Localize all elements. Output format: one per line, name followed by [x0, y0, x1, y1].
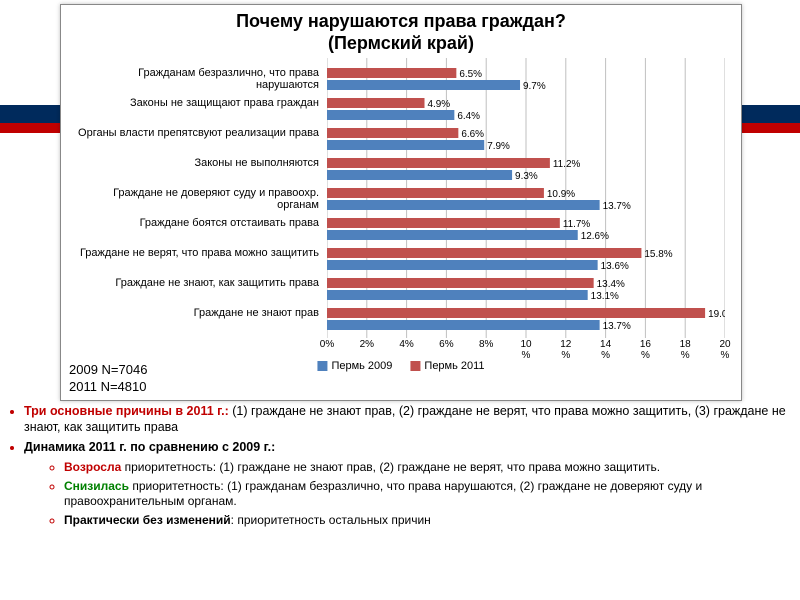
x-tick-label: 0%	[320, 340, 334, 351]
notes: Три основные причины в 2011 г.: (1) граж…	[10, 404, 790, 533]
note-2-head: Динамика 2011 г. по сравнению с 2009 г.:	[24, 440, 275, 454]
svg-text:11.2%: 11.2%	[553, 159, 581, 170]
stage: Почему нарушаются права граждан? (Пермск…	[0, 0, 800, 600]
title-line-2: (Пермский край)	[328, 33, 474, 53]
plot-area: Гражданам безразлично, что права нарушаю…	[73, 58, 729, 338]
x-tick-label: 16%	[640, 340, 651, 361]
note-2b-lead: Снизилась	[64, 479, 129, 493]
svg-text:11.7%: 11.7%	[563, 219, 591, 230]
y-label: Граждане боятся отстаивать права	[73, 218, 319, 230]
y-label: Граждане не знают, как защитить права	[73, 278, 319, 290]
note-2c-lead: Практически без изменений	[64, 513, 231, 527]
note-2: Динамика 2011 г. по сравнению с 2009 г.:…	[24, 440, 790, 528]
svg-text:13.4%: 13.4%	[597, 279, 625, 290]
svg-text:13.6%: 13.6%	[601, 261, 629, 272]
sample-2011: 2011 N=4810	[69, 378, 147, 396]
x-tick-label: 12%	[560, 340, 571, 361]
legend-swatch-2011	[410, 361, 420, 371]
y-label: Законы не защищают права граждан	[73, 98, 319, 110]
x-tick-label: 14%	[600, 340, 611, 361]
note-2c-rest: : приоритетность остальных причин	[231, 513, 431, 527]
svg-text:9.3%: 9.3%	[515, 171, 538, 182]
note-2c: Практически без изменений: приоритетност…	[64, 513, 790, 528]
chart-card: Почему нарушаются права граждан? (Пермск…	[60, 4, 742, 401]
title-line-1: Почему нарушаются права граждан?	[236, 11, 566, 31]
svg-text:6.4%: 6.4%	[457, 111, 480, 122]
sample-2009: 2009 N=7046	[69, 361, 147, 379]
y-label: Органы власти препятсвуют реализации пра…	[73, 128, 319, 140]
svg-text:13.7%: 13.7%	[603, 321, 631, 332]
note-2b: Снизилась приоритетность: (1) гражданам …	[64, 479, 790, 509]
x-tick-label: 2%	[360, 340, 374, 351]
legend-label-2009: Пермь 2009	[331, 360, 392, 372]
x-tick-label: 8%	[479, 340, 493, 351]
legend: Пермь 2009 Пермь 2011	[317, 360, 484, 372]
x-tick-label: 18%	[680, 340, 691, 361]
legend-item-2009: Пермь 2009	[317, 360, 392, 372]
note-2a: Возросла приоритетность: (1) граждане не…	[64, 460, 790, 475]
svg-text:9.7%: 9.7%	[523, 81, 546, 92]
note-1-lead: Три основные причины в 2011 г.:	[24, 404, 232, 418]
x-tick-label: 10%	[520, 340, 531, 361]
y-label: Гражданам безразлично, что права нарушаю…	[73, 68, 319, 91]
plot-svg-wrap: 6.5% 9.7% 4.9% 6.4% 6.6%7.9% 11.2% 9.3% 10.9% 13…	[327, 58, 725, 338]
note-2a-lead: Возросла	[64, 460, 121, 474]
x-tick-label: 4%	[399, 340, 413, 351]
svg-text:12.6%: 12.6%	[581, 231, 609, 242]
legend-label-2011: Пермь 2011	[424, 360, 484, 372]
note-2a-rest: приоритетность: (1) граждане не знают пр…	[121, 460, 660, 474]
y-label: Граждане не знают прав	[73, 308, 319, 320]
sample-sizes: 2009 N=7046 2011 N=4810	[69, 361, 147, 396]
note-1: Три основные причины в 2011 г.: (1) граж…	[24, 404, 790, 435]
x-tick-label: 6%	[439, 340, 453, 351]
chart-title: Почему нарушаются права граждан? (Пермск…	[69, 11, 733, 54]
svg-text:10.9%: 10.9%	[547, 189, 575, 200]
y-label: Граждане не верят, что права можно защит…	[73, 248, 319, 260]
chart-svg: 6.5% 9.7% 4.9% 6.4% 6.6%7.9% 11.2% 9.3% 10.9% 13…	[327, 58, 725, 338]
y-axis-labels: Гражданам безразлично, что права нарушаю…	[73, 58, 323, 338]
legend-swatch-2009	[317, 361, 327, 371]
svg-text:7.9%: 7.9%	[487, 141, 510, 152]
y-label: Граждане не доверяют суду и правоохр. ор…	[73, 188, 319, 211]
svg-text:6.6%: 6.6%	[461, 129, 484, 140]
svg-text:15.8%: 15.8%	[644, 249, 672, 260]
svg-text:13.1%: 13.1%	[591, 291, 619, 302]
svg-text:13.7%: 13.7%	[603, 201, 631, 212]
legend-item-2011: Пермь 2011	[410, 360, 484, 372]
note-2b-rest: приоритетность: (1) гражданам безразличн…	[64, 479, 702, 508]
svg-text:6.5%: 6.5%	[459, 69, 482, 80]
svg-text:4.9%: 4.9%	[427, 99, 450, 110]
x-tick-label: 20%	[719, 340, 730, 361]
svg-text:19.0%: 19.0%	[708, 309, 725, 320]
y-label: Законы не выполняются	[73, 158, 319, 170]
